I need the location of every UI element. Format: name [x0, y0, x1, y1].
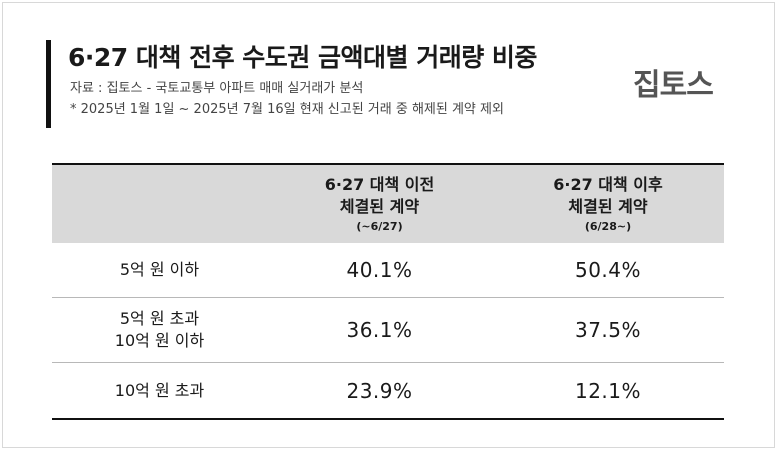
- after-value: 37.5%: [574, 318, 642, 342]
- header-before-line2: 체결된 계약: [339, 196, 420, 216]
- before-value: 36.1%: [346, 318, 413, 342]
- before-value-cell: 23.9%: [267, 363, 492, 418]
- brand-logo: 집토스: [633, 68, 714, 103]
- source-note: 자료 : 집토스 - 국토교통부 아파트 매매 실거래가 분석: [70, 81, 364, 96]
- before-value: 40.1%: [346, 258, 413, 282]
- row-label-cell: 5억 원 초과 10억 원 이하: [52, 298, 267, 362]
- before-value-cell: 40.1%: [267, 243, 492, 297]
- table-row: 5억 원 이하 40.1% 50.4%: [52, 243, 724, 298]
- header-cell-before: 6·27 대책 이전 체결된 계약 (~6/27): [267, 165, 492, 243]
- after-value-cell: 50.4%: [492, 243, 724, 297]
- header-before-line1: 6·27 대책 이전: [324, 174, 435, 194]
- card-frame: [2, 2, 775, 448]
- row-label-line1: 5억 원 초과: [119, 309, 200, 328]
- footnote: * 2025년 1월 1일 ~ 2025년 7월 16일 현재 신고된 거래 중…: [70, 102, 504, 117]
- header-cell-blank: [52, 165, 267, 243]
- header-cell-after: 6·27 대책 이후 체결된 계약 (6/28~): [492, 165, 724, 243]
- header-before-range: (~6/27): [356, 219, 403, 233]
- row-label-cell: 10억 원 초과: [52, 363, 267, 418]
- before-value: 23.9%: [346, 378, 413, 403]
- table-row: 10억 원 초과 23.9% 12.1%: [52, 363, 724, 420]
- header-after-line2: 체결된 계약: [568, 196, 648, 216]
- header-after-range: (6/28~): [584, 219, 632, 233]
- after-value-cell: 37.5%: [492, 298, 724, 362]
- after-value: 50.4%: [574, 258, 642, 282]
- row-label-cell: 5억 원 이하: [52, 243, 267, 297]
- header-after-line1: 6·27 대책 이후: [553, 174, 663, 194]
- table-header-row: 6·27 대책 이전 체결된 계약 (~6/27) 6·27 대책 이후 체결된…: [52, 163, 724, 243]
- row-label: 10억 원 초과: [114, 380, 205, 400]
- ratio-table: 6·27 대책 이전 체결된 계약 (~6/27) 6·27 대책 이후 체결된…: [52, 163, 724, 420]
- row-label-line2: 10억 원 이하: [114, 331, 205, 350]
- after-value-cell: 12.1%: [492, 363, 724, 418]
- title-accent-bar: [46, 40, 51, 128]
- row-label: 5억 원 이하: [119, 260, 200, 279]
- after-value: 12.1%: [574, 378, 642, 403]
- before-value-cell: 36.1%: [267, 298, 492, 362]
- table-row: 5억 원 초과 10억 원 이하 36.1% 37.5%: [52, 298, 724, 363]
- page-title: 6·27 대책 전후 수도권 금액대별 거래량 비중: [68, 43, 537, 72]
